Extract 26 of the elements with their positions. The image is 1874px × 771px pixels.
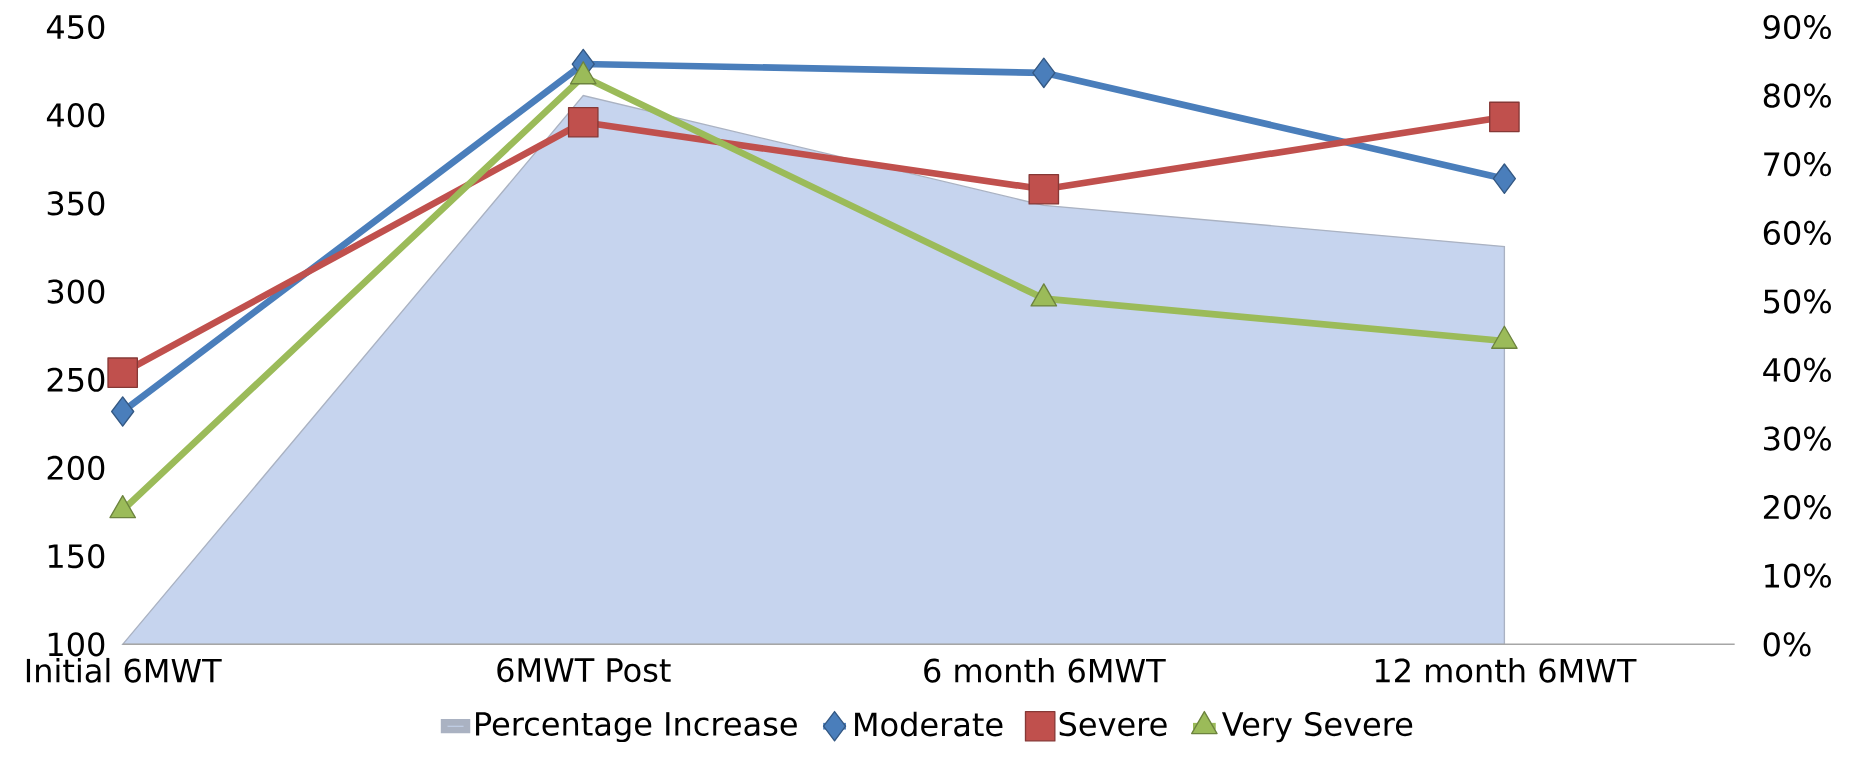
y2-tick-label: 20%: [1763, 495, 1831, 520]
y-tick-label: 100: [48, 632, 105, 657]
x-tick-label: Initial 6MWT: [26, 657, 222, 683]
y-tick-label: 450: [46, 14, 105, 40]
y-tick-label: 400: [46, 103, 105, 128]
y-tick-label: 350: [47, 191, 105, 216]
y2-tick-label: 60%: [1763, 220, 1831, 245]
y-tick-label: 250: [47, 367, 105, 392]
y-tick-label: 300: [47, 279, 105, 304]
legend-label: Percentage Increase: [476, 712, 797, 743]
legend-label: Very Severe: [1221, 711, 1413, 743]
y2-tick-label: 30%: [1764, 426, 1831, 451]
legend-label: Severe: [1059, 711, 1167, 737]
y2-tick-label: 70%: [1764, 152, 1831, 177]
y2-tick-label: 0%: [1763, 632, 1811, 657]
x-tick-label: 6MWT Post: [497, 657, 671, 683]
y2-tick-label: 40%: [1763, 357, 1831, 383]
legend-label: Moderate: [855, 711, 1003, 737]
y2-tick-label: 10%: [1765, 563, 1831, 588]
y-tick-label: 200: [47, 455, 105, 481]
y2-tick-label: 90%: [1763, 14, 1831, 40]
x-tick-label: 6 month 6MWT: [924, 657, 1166, 683]
y2-tick-label: 80%: [1763, 83, 1831, 108]
y-tick-label: 150: [48, 544, 105, 569]
y2-tick-label: 50%: [1764, 289, 1831, 314]
x-tick-label: 12 month 6MWT: [1375, 657, 1637, 683]
